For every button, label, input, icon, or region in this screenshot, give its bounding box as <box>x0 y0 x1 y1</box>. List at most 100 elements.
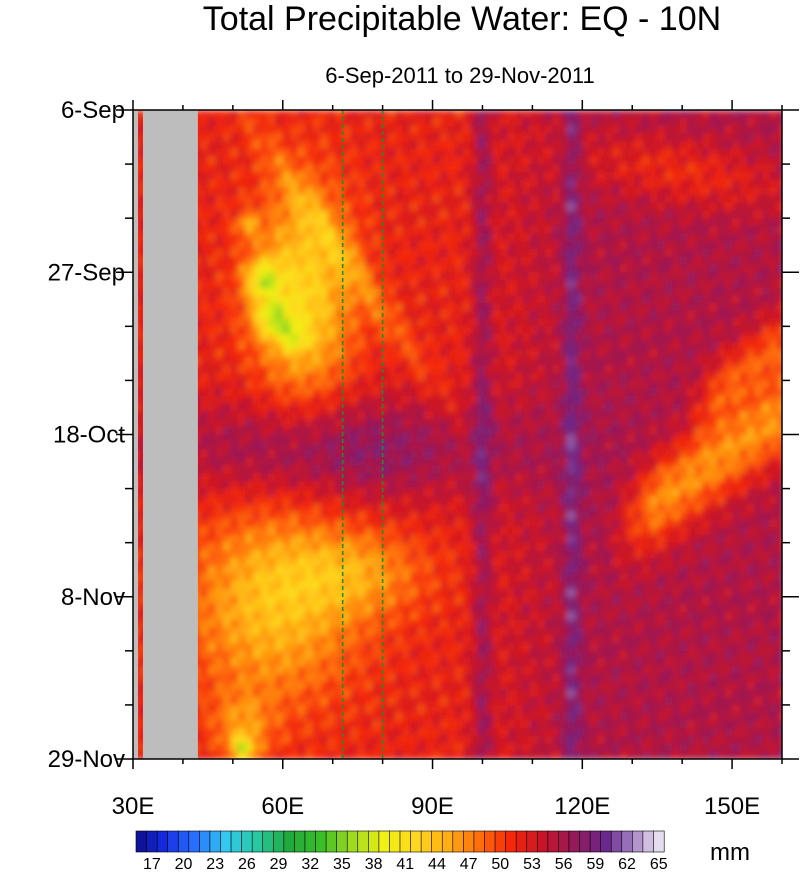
heatmap-cell <box>402 403 411 413</box>
heatmap-cell <box>417 303 426 312</box>
heatmap-cell <box>282 372 292 382</box>
heatmap-cell <box>417 704 426 714</box>
heatmap-cell <box>395 426 404 436</box>
heatmap-cell <box>440 643 449 652</box>
heatmap-cell <box>440 380 449 389</box>
heatmap-cell <box>447 357 456 366</box>
heatmap-cell <box>387 218 396 227</box>
heatmap-cell <box>342 341 351 351</box>
heatmap-cell <box>380 117 389 127</box>
heatmap-cell <box>260 202 269 212</box>
heatmap-cell <box>425 504 434 513</box>
heatmap-cell <box>425 334 434 343</box>
heatmap-cell <box>230 110 239 119</box>
heatmap-cell <box>507 326 516 335</box>
heatmap-cell <box>395 674 404 683</box>
heatmap-cell <box>350 751 359 759</box>
heatmap-cell <box>522 542 531 552</box>
heatmap-cell <box>305 449 314 459</box>
heatmap-cell <box>252 249 262 258</box>
heatmap-cell <box>327 743 336 753</box>
heatmap-cell <box>357 349 366 359</box>
heatmap-cell <box>222 388 232 397</box>
heatmap-cell <box>230 643 239 652</box>
heatmap-cell <box>335 117 344 127</box>
heatmap-cell <box>425 697 434 706</box>
heatmap-cell <box>402 589 411 598</box>
heatmap-cell <box>320 449 329 459</box>
heatmap-cell <box>455 179 464 189</box>
heatmap-cell <box>275 542 284 552</box>
heatmap-cell <box>252 542 262 552</box>
heatmap-cell <box>410 604 419 614</box>
heatmap-cell <box>275 194 284 204</box>
heatmap-cell <box>387 272 396 281</box>
heatmap-cell <box>252 565 262 575</box>
heatmap-cell <box>567 202 576 212</box>
heatmap-cell <box>529 110 539 119</box>
heatmap-cell <box>440 442 449 451</box>
heatmap-cell <box>507 364 516 374</box>
heatmap-cell <box>544 519 554 529</box>
heatmap-cell <box>350 442 359 451</box>
heatmap-cell <box>245 272 254 281</box>
heatmap-cell <box>372 704 381 714</box>
heatmap-cell <box>297 589 307 598</box>
heatmap-cell <box>215 117 224 127</box>
heatmap-cell <box>260 264 269 274</box>
heatmap-cell <box>417 480 426 490</box>
heatmap-cell <box>455 480 464 490</box>
heatmap-cell <box>372 604 381 614</box>
heatmap-cell <box>320 527 329 536</box>
heatmap-cell <box>514 310 524 320</box>
heatmap-cell <box>312 666 322 675</box>
heatmap-cell <box>260 334 269 343</box>
heatmap-cell <box>544 372 554 382</box>
heatmap-cell <box>327 558 336 567</box>
heatmap-cell <box>417 249 426 258</box>
heatmap-cell <box>469 697 479 706</box>
heatmap-cell <box>260 504 269 513</box>
heatmap-cell <box>237 117 247 127</box>
heatmap-cell <box>335 542 344 552</box>
heatmap-cell <box>507 743 516 753</box>
heatmap-cell <box>320 125 329 134</box>
heatmap-cell <box>350 728 359 737</box>
heatmap-cell <box>222 249 232 258</box>
heatmap-cell <box>469 225 479 235</box>
heatmap-cell <box>484 364 494 374</box>
heatmap-cell <box>507 140 516 150</box>
heatmap-cell <box>320 643 329 652</box>
heatmap-cell <box>335 403 344 413</box>
heatmap-cell <box>267 202 277 212</box>
heatmap-cell <box>312 364 322 374</box>
heatmap-cell <box>237 310 247 320</box>
heatmap-cell <box>544 395 554 405</box>
heatmap-cell <box>529 643 539 652</box>
heatmap-cell <box>215 341 224 351</box>
heatmap-cell <box>335 411 344 420</box>
heatmap-cell <box>469 349 479 359</box>
heatmap-cell <box>305 604 314 614</box>
heatmap-cell <box>350 457 359 467</box>
heatmap-cell <box>305 372 314 382</box>
heatmap-cell <box>327 140 336 150</box>
heatmap-cell <box>282 287 292 297</box>
heatmap-cell <box>537 434 546 444</box>
heatmap-cell <box>365 334 374 343</box>
heatmap-cell <box>432 720 441 729</box>
heatmap-cell <box>522 310 531 320</box>
heatmap-cell <box>544 596 554 606</box>
heatmap-cell <box>567 187 576 196</box>
heatmap-cell <box>447 380 456 389</box>
heatmap-cell <box>312 303 322 312</box>
heatmap-cell <box>350 194 359 204</box>
heatmap-cell <box>425 619 434 629</box>
heatmap-cell <box>372 388 381 397</box>
heatmap-cell <box>469 179 479 189</box>
heatmap-cell <box>365 581 374 590</box>
heatmap-cell <box>499 318 509 328</box>
heatmap-cell <box>372 249 381 258</box>
heatmap-cell <box>552 542 561 552</box>
heatmap-cell <box>267 171 277 181</box>
